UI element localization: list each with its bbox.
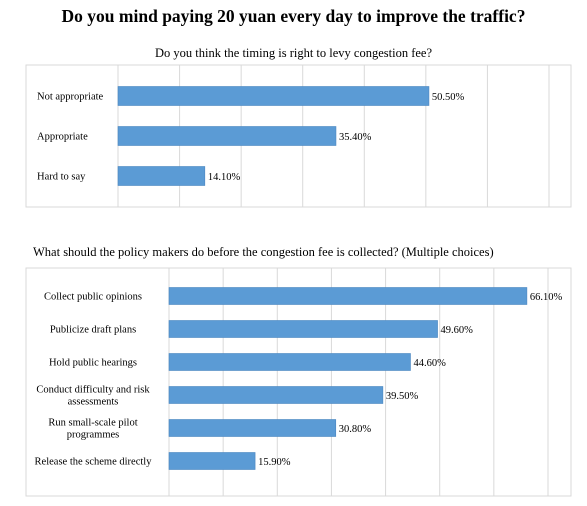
bar-1 [117, 86, 430, 106]
data-label: 14.10% [208, 172, 241, 183]
data-label: 44.60% [413, 358, 446, 369]
policy-bar-chart: Collect public opinions 66.10% Publicize d… [25, 267, 572, 497]
data-label: 30.80% [339, 424, 372, 435]
bar-1 [168, 287, 528, 305]
data-label: 15.90% [258, 457, 291, 468]
bar-3 [168, 353, 411, 371]
main-title: Do you mind paying 20 yuan every day to … [61, 6, 526, 26]
category-label: Release the scheme directly [35, 457, 153, 468]
category-label: Publicize draft plans [50, 325, 136, 336]
data-label: 49.60% [441, 325, 474, 336]
data-label: 66.10% [530, 292, 563, 303]
bar-2 [117, 126, 337, 146]
category-label: Hold public hearings [49, 358, 137, 369]
data-label: 35.40% [339, 132, 372, 143]
timing-bar-chart: Not appropriate 50.50% Appropriate 35.40% Ha… [25, 64, 572, 208]
category-label: Conduct difficulty and risk assessments [36, 385, 150, 408]
bar-6 [168, 452, 256, 470]
category-label: Appropriate [37, 132, 88, 143]
data-label: 50.50% [432, 92, 465, 103]
bar-3 [117, 166, 206, 186]
category-label: Not appropriate [37, 92, 104, 103]
data-label: 39.50% [386, 391, 419, 402]
category-label: Run small-scale pilot programmes [48, 418, 137, 441]
chart-1-title: Do you think the timing is right to levy… [154, 46, 433, 60]
bar-2 [168, 320, 438, 338]
category-label: Hard to say [37, 172, 86, 183]
bar-4 [168, 386, 384, 404]
category-label: Collect public opinions [44, 292, 142, 303]
chart-frame [25, 267, 572, 497]
bar-5 [168, 419, 337, 437]
chart-2-title: What should the policy makers do before … [33, 245, 494, 259]
